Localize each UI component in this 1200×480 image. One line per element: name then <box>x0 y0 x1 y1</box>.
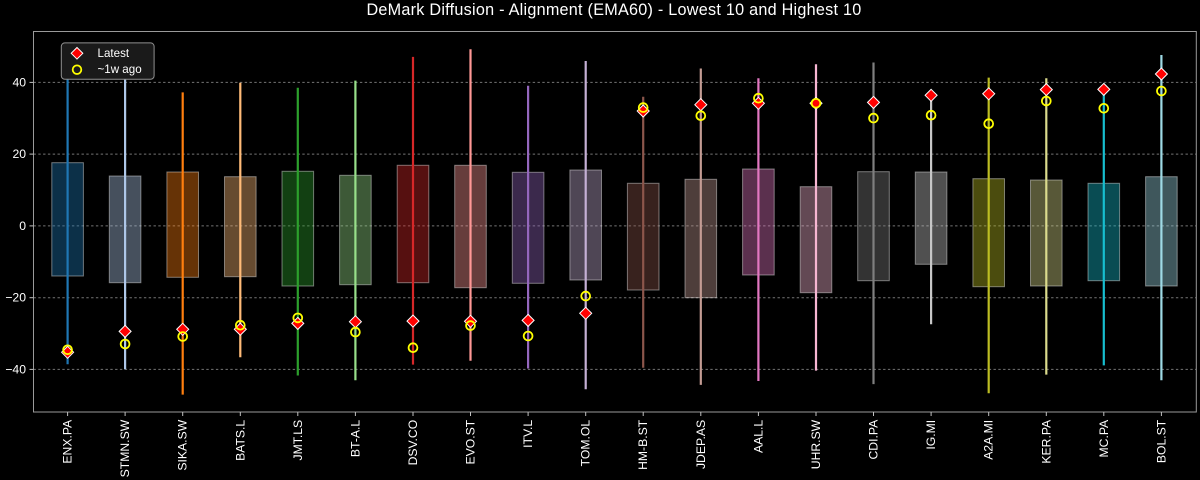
svg-text:TOM.OL: TOM.OL <box>579 420 593 467</box>
svg-text:−20: −20 <box>5 291 26 305</box>
svg-text:UHR.SW: UHR.SW <box>809 419 823 469</box>
svg-text:BOL.ST: BOL.ST <box>1154 419 1168 463</box>
svg-text:HM-B.ST: HM-B.ST <box>636 419 650 470</box>
svg-text:Latest: Latest <box>98 47 130 60</box>
svg-text:JMT.LS: JMT.LS <box>291 420 305 461</box>
svg-text:A2A.MI: A2A.MI <box>982 420 996 460</box>
svg-text:BATS.L: BATS.L <box>233 420 247 461</box>
svg-text:40: 40 <box>12 75 26 89</box>
svg-text:STMN.SW: STMN.SW <box>118 419 132 477</box>
svg-text:SIKA.SW: SIKA.SW <box>176 419 190 470</box>
svg-text:KER.PA: KER.PA <box>1039 419 1053 464</box>
svg-text:DeMark Diffusion - Alignment (: DeMark Diffusion - Alignment (EMA60) - L… <box>366 1 861 19</box>
svg-text:ITV.L: ITV.L <box>521 420 535 448</box>
svg-text:−40: −40 <box>5 362 26 376</box>
svg-text:20: 20 <box>12 147 26 161</box>
svg-text:BT-A.L: BT-A.L <box>348 420 362 457</box>
svg-text:EVO.ST: EVO.ST <box>464 419 478 464</box>
svg-text:MC.PA: MC.PA <box>1097 419 1111 458</box>
svg-text:ENX.PA: ENX.PA <box>61 419 75 464</box>
svg-text:IG.MI: IG.MI <box>924 420 938 450</box>
svg-text:DSV.CO: DSV.CO <box>406 420 420 466</box>
svg-text:~1w ago: ~1w ago <box>98 63 142 76</box>
svg-text:JDEP.AS: JDEP.AS <box>694 420 708 469</box>
svg-text:CDI.PA: CDI.PA <box>867 419 881 460</box>
svg-text:AAL.L: AAL.L <box>751 420 765 453</box>
svg-text:0: 0 <box>19 219 26 233</box>
